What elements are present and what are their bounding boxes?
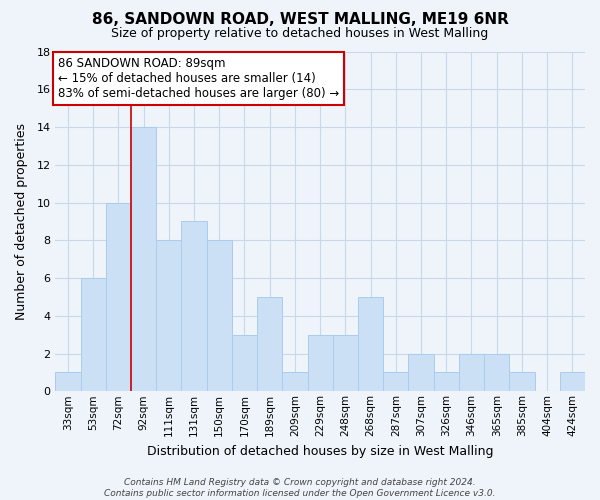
Bar — [333, 334, 358, 392]
Y-axis label: Number of detached properties: Number of detached properties — [15, 123, 28, 320]
Text: Size of property relative to detached houses in West Malling: Size of property relative to detached ho… — [112, 28, 488, 40]
Bar — [55, 372, 80, 392]
Bar — [232, 334, 257, 392]
Bar — [80, 278, 106, 392]
Bar — [459, 354, 484, 392]
Bar — [106, 202, 131, 392]
Text: 86, SANDOWN ROAD, WEST MALLING, ME19 6NR: 86, SANDOWN ROAD, WEST MALLING, ME19 6NR — [92, 12, 508, 28]
Bar — [434, 372, 459, 392]
Bar — [156, 240, 181, 392]
X-axis label: Distribution of detached houses by size in West Malling: Distribution of detached houses by size … — [147, 444, 493, 458]
Bar — [509, 372, 535, 392]
Text: Contains HM Land Registry data © Crown copyright and database right 2024.
Contai: Contains HM Land Registry data © Crown c… — [104, 478, 496, 498]
Bar — [308, 334, 333, 392]
Bar — [358, 297, 383, 392]
Bar — [181, 222, 206, 392]
Bar — [560, 372, 585, 392]
Bar — [383, 372, 409, 392]
Bar — [131, 127, 156, 392]
Bar — [484, 354, 509, 392]
Bar — [257, 297, 283, 392]
Bar — [206, 240, 232, 392]
Bar — [283, 372, 308, 392]
Text: 86 SANDOWN ROAD: 89sqm
← 15% of detached houses are smaller (14)
83% of semi-det: 86 SANDOWN ROAD: 89sqm ← 15% of detached… — [58, 57, 339, 100]
Bar — [409, 354, 434, 392]
